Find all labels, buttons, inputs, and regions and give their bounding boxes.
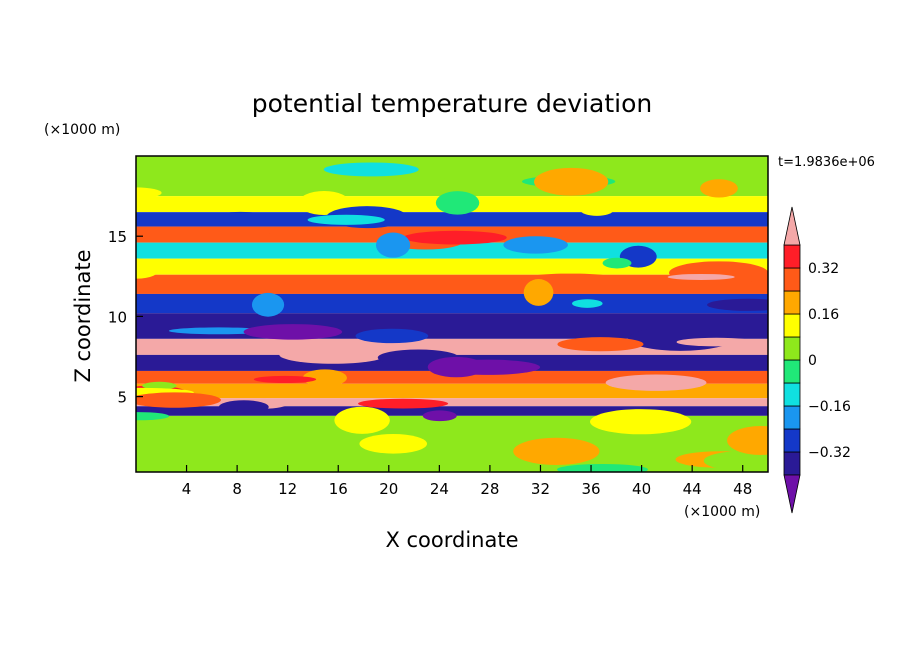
contour-blob	[571, 299, 603, 308]
contour-blob	[359, 433, 428, 454]
colorbar-segment	[783, 244, 801, 269]
x-tick-label: 24	[430, 480, 449, 498]
x-tick-label: 4	[182, 480, 192, 498]
contour-blob	[136, 392, 221, 408]
colorbar-label: 0.32	[808, 261, 839, 277]
contour-blob	[557, 337, 644, 352]
contour-blob	[422, 410, 457, 422]
x-axis-label: X coordinate	[385, 528, 518, 552]
contour-blob	[266, 229, 323, 243]
colorbar-label: 0.16	[808, 307, 839, 323]
chart-title: potential temperature deviation	[252, 89, 652, 118]
contour-blob	[298, 190, 350, 215]
contour-blob	[334, 406, 390, 434]
contour-blob	[602, 257, 632, 269]
contour-blob	[727, 425, 768, 455]
contour-blob	[375, 232, 411, 258]
contour-blob	[702, 406, 740, 416]
contour-blob	[251, 292, 285, 317]
y-tick-label: 5	[117, 389, 127, 407]
y-axis: 5 10 15	[108, 228, 143, 407]
colorbar-segment	[783, 290, 801, 315]
time-label: t=1.9836e+06	[778, 155, 875, 170]
contour-blob	[676, 337, 757, 347]
contour-blob	[580, 204, 614, 216]
contour-blob	[667, 273, 735, 281]
colorbar-min-triangle	[783, 474, 801, 514]
colorbar-label: −0.32	[808, 445, 851, 461]
x-tick-label: 40	[632, 480, 651, 498]
contour-blob	[136, 258, 161, 279]
contour-blob	[590, 409, 692, 435]
contour-band	[136, 212, 768, 227]
plot-area	[136, 156, 768, 472]
x-tick-label: 48	[733, 480, 752, 498]
contour-blob	[428, 157, 517, 182]
contour-blob	[403, 230, 507, 245]
x-tick-label: 8	[232, 480, 242, 498]
colorbar-segment	[783, 313, 801, 338]
x-axis: 4 8 12 16 20 24 28 32 36 40 44 48	[182, 465, 752, 498]
contour-blob	[253, 375, 317, 383]
contour-blob	[243, 324, 343, 340]
x-tick-label: 28	[480, 480, 499, 498]
x-tick-label: 44	[683, 480, 702, 498]
contour-blob	[307, 214, 385, 225]
x-tick-label: 32	[531, 480, 550, 498]
contour-blob	[513, 437, 600, 465]
contour-blob	[168, 327, 269, 335]
colorbar-segment	[783, 451, 801, 476]
contour-blob	[427, 356, 485, 378]
contour-blob	[669, 261, 768, 285]
contour-blob	[136, 412, 170, 421]
colorbar-segment	[783, 359, 801, 384]
contour-blob	[358, 398, 449, 409]
contour-blob	[215, 211, 266, 225]
x-units-label: (×1000 m)	[684, 504, 760, 520]
y-tick-label: 15	[108, 228, 127, 246]
contour-blob	[279, 345, 387, 364]
contour-blob	[700, 179, 738, 198]
colorbar-segment	[783, 428, 801, 453]
y-axis-label: Z coordinate	[71, 249, 95, 382]
plot-frame	[135, 155, 769, 473]
colorbar-segment	[783, 336, 801, 361]
contour-blob	[557, 464, 648, 472]
contour-blob	[302, 369, 347, 387]
contour-band	[136, 398, 768, 407]
y-tick-label: 10	[108, 308, 127, 326]
contour-blob	[605, 374, 707, 391]
contour-blob	[703, 450, 768, 471]
contour-blob	[707, 298, 768, 311]
y-units-label: (×1000 m)	[44, 122, 120, 138]
contour-blob	[218, 400, 269, 414]
colorbar-segment	[783, 382, 801, 407]
x-tick-label: 20	[379, 480, 398, 498]
x-tick-label: 16	[329, 480, 348, 498]
colorbar-max-triangle	[783, 206, 801, 246]
contour-blob	[355, 328, 429, 344]
x-tick-label: 36	[581, 480, 600, 498]
contour-blob	[142, 381, 177, 390]
contour-band	[136, 406, 768, 416]
contour-blob	[136, 187, 162, 199]
colorbar-label: 0	[808, 353, 817, 369]
contour-band	[136, 383, 768, 399]
colorbar-label: −0.16	[808, 399, 851, 415]
colorbar: 0.32 0.16 0 −0.16 −0.32	[783, 206, 851, 514]
x-tick-label: 12	[278, 480, 297, 498]
contour-blob	[435, 191, 480, 215]
contour-band	[136, 242, 768, 259]
contour-blob	[503, 236, 568, 254]
contour-blob	[534, 167, 609, 196]
colorbar-segment	[783, 267, 801, 292]
colorbar-segment	[783, 405, 801, 430]
contour-blob	[323, 162, 419, 177]
contour-blob	[523, 279, 554, 306]
contour-band	[136, 293, 768, 314]
